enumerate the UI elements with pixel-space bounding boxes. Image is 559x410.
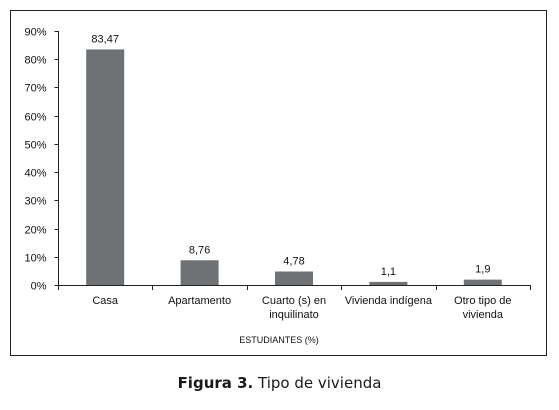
y-tick-label: 80% xyxy=(24,55,46,67)
x-tick-label: Vivienda indígena xyxy=(345,295,433,307)
caption-label: Figura 3. xyxy=(177,374,254,392)
y-tick-label: 10% xyxy=(24,253,46,265)
bar xyxy=(369,281,408,285)
figure-caption: Figura 3. Tipo de vivienda xyxy=(0,374,559,392)
x-tick-label: Cuarto (s) en inquilinato xyxy=(262,295,326,321)
y-tick-label: 50% xyxy=(24,140,46,152)
data-label: 4,78 xyxy=(283,256,304,268)
bar xyxy=(180,260,219,285)
y-tick-label: 90% xyxy=(24,27,46,39)
x-tick-label-line: inquilinato xyxy=(269,309,319,321)
chart-frame xyxy=(10,10,547,356)
caption-text: Tipo de vivienda xyxy=(253,374,382,392)
x-axis-title: ESTUDIANTES (%) xyxy=(239,335,319,345)
x-tick-label: Otro tipo de vivienda xyxy=(454,295,511,321)
y-tick-label: 30% xyxy=(24,196,46,208)
x-tick-label-line: Cuarto (s) en xyxy=(262,295,326,307)
bar xyxy=(463,279,502,285)
data-label: 8,76 xyxy=(189,244,210,256)
x-tick-label-line: Otro tipo de xyxy=(454,295,511,307)
bar xyxy=(275,271,313,285)
bar xyxy=(86,49,125,286)
y-tick-label: 70% xyxy=(24,83,46,95)
y-tick-label: 40% xyxy=(24,168,46,180)
x-tick-label-line: Apartamento xyxy=(168,295,231,307)
data-label: 1,9 xyxy=(475,264,490,276)
x-tick-label-line: vivienda xyxy=(463,309,504,321)
y-tick-label: 60% xyxy=(24,112,46,124)
x-tick-label-line: Vivienda indígena xyxy=(345,295,433,307)
data-label: 1,1 xyxy=(381,266,396,278)
bar-chart: 0% 10% 20% 30% 40% 50% 60% 70% 80% 90% 83,47 Casa 8,… xyxy=(10,10,547,356)
y-tick-label: 0% xyxy=(31,281,47,293)
x-tick-label-line: Casa xyxy=(92,295,119,307)
x-tick-label: Apartamento xyxy=(168,295,231,307)
y-tick-label: 20% xyxy=(24,225,46,237)
x-tick-label: Casa xyxy=(92,295,119,307)
data-label: 83,47 xyxy=(91,33,119,45)
